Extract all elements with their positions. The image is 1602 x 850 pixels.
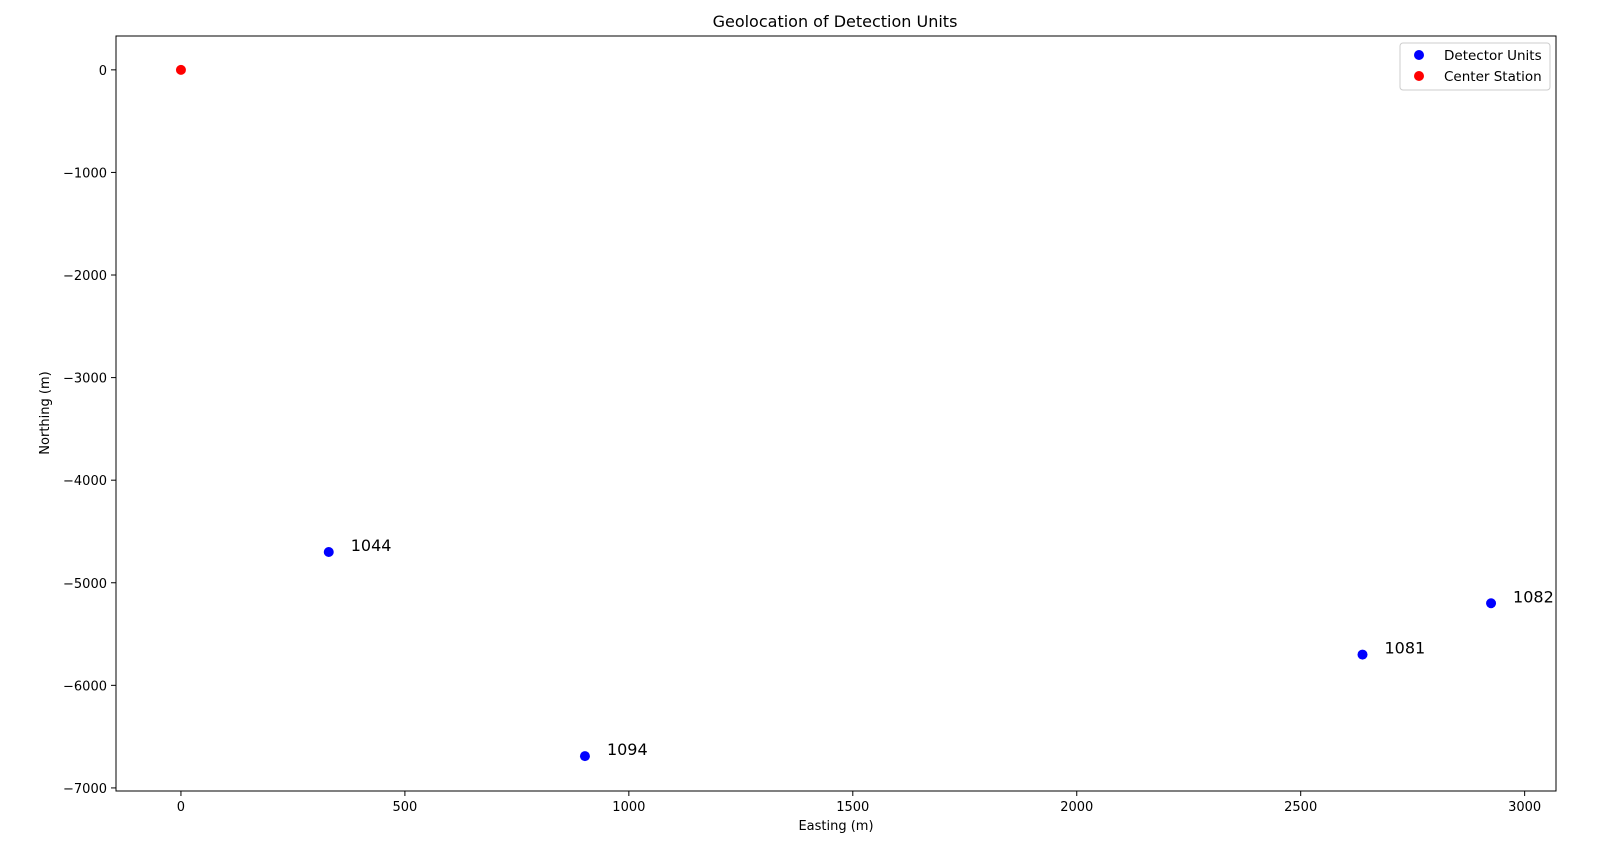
data-point-detector-units bbox=[323, 546, 334, 557]
x-tick-label: 3000 bbox=[1508, 800, 1541, 815]
plot-area: 0 500 1000 1500 2000 2500 3000 0 −1000 −2000 −300… bbox=[63, 35, 1557, 815]
y-axis-label: Northing (m) bbox=[38, 371, 53, 454]
legend: Detector Units Center Station bbox=[1399, 42, 1551, 91]
x-tick-label: 1000 bbox=[612, 800, 645, 815]
y-tick-label: −3000 bbox=[63, 372, 107, 387]
x-tick-label: 0 bbox=[177, 800, 185, 815]
point-label: 1082 bbox=[1513, 587, 1554, 606]
legend-entry-detector-units: Detector Units bbox=[1444, 48, 1542, 64]
y-tick-label: −2000 bbox=[63, 269, 107, 284]
data-points: 1044 1094 1081 1082 bbox=[175, 64, 1554, 762]
x-axis-ticks: 0 500 1000 1500 2000 2500 3000 bbox=[177, 791, 1541, 815]
y-tick-label: −7000 bbox=[63, 782, 107, 797]
point-label: 1044 bbox=[351, 536, 392, 555]
x-tick-label: 2500 bbox=[1284, 800, 1317, 815]
point-label: 1081 bbox=[1385, 639, 1426, 658]
y-tick-label: −5000 bbox=[63, 577, 107, 592]
legend-box bbox=[1399, 42, 1551, 91]
x-tick-label: 500 bbox=[392, 800, 417, 815]
y-tick-label: −1000 bbox=[63, 166, 107, 181]
chart-title: Geolocation of Detection Units bbox=[713, 12, 958, 31]
x-tick-label: 2000 bbox=[1060, 800, 1093, 815]
y-tick-label: −6000 bbox=[63, 679, 107, 694]
legend-entry-center-station: Center Station bbox=[1444, 69, 1542, 85]
y-tick-label: −4000 bbox=[63, 474, 107, 489]
legend-marker-detector-units bbox=[1414, 50, 1424, 60]
plot-frame bbox=[115, 35, 1557, 792]
y-tick-label: 0 bbox=[99, 64, 107, 79]
data-point-detector-units bbox=[1486, 598, 1497, 609]
data-point-detector-units bbox=[579, 751, 590, 762]
x-tick-label: 1500 bbox=[836, 800, 869, 815]
point-label: 1094 bbox=[607, 740, 648, 759]
legend-marker-center-station bbox=[1414, 71, 1424, 81]
x-axis-label: Easting (m) bbox=[798, 819, 873, 834]
data-point-center-station bbox=[175, 64, 186, 75]
data-point-detector-units bbox=[1357, 649, 1368, 660]
y-axis-ticks: 0 −1000 −2000 −3000 −4000 −5000 −6000 −7000 bbox=[63, 64, 116, 797]
